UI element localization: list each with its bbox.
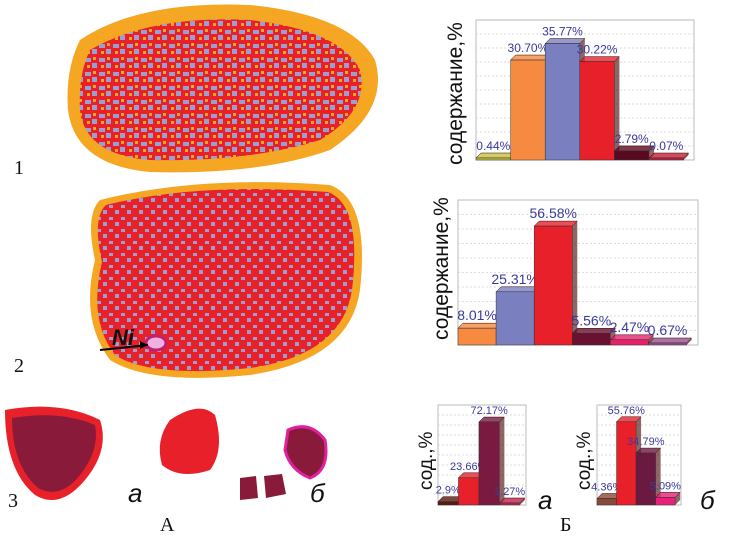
bar (533, 225, 573, 346)
bar (510, 59, 546, 161)
y-axis-label-2: содержание,% (430, 197, 453, 340)
chart-sub-label-b: б (700, 485, 715, 515)
panel-label-A: А (160, 514, 175, 536)
bar-top (647, 337, 693, 344)
bar (572, 333, 611, 346)
bar (614, 150, 650, 161)
bar (475, 157, 511, 161)
bar (499, 502, 521, 506)
data-label: 2.47% (610, 319, 650, 335)
bar (635, 452, 656, 506)
data-label: 4.36% (591, 481, 622, 493)
data-label: 1.27% (494, 486, 525, 498)
data-label: 5.09% (650, 480, 681, 492)
data-label: 2.79% (615, 132, 649, 146)
bar-side (655, 448, 661, 505)
data-label: 25.31% (491, 271, 538, 287)
data-label: 0.67% (648, 322, 688, 338)
bar-side (614, 56, 620, 161)
bar-side (686, 338, 692, 345)
bar-top (648, 152, 690, 159)
y-axis-label-1: содержание,% (444, 22, 467, 165)
ni-label: Ni (112, 325, 134, 350)
bar (648, 342, 687, 346)
y-axis-label-4: сод.,% (574, 431, 595, 490)
bar-top (475, 152, 517, 159)
data-label: 23.66% (450, 461, 488, 473)
data-label: 8.01% (457, 307, 497, 323)
bar (610, 339, 649, 346)
bar-top (457, 322, 502, 329)
data-label: 0.07% (649, 139, 683, 153)
bar-top (613, 145, 655, 152)
bar-side (572, 221, 578, 345)
bar (655, 497, 676, 506)
bar-side (499, 417, 505, 505)
bar (457, 327, 497, 346)
data-label: 72.17% (471, 405, 509, 417)
bar-top (495, 286, 540, 293)
bar (478, 421, 500, 506)
panel-label-B: Б (560, 514, 572, 536)
data-label: 35.77% (542, 25, 583, 39)
data-label: 0.44% (476, 139, 510, 153)
bar (579, 61, 615, 161)
bar-side (683, 153, 689, 160)
bar-side (675, 492, 681, 505)
data-label: 56.58% (529, 205, 576, 221)
grain-3b (159, 408, 219, 474)
bar (648, 157, 684, 161)
data-label: 2.9% (436, 485, 461, 497)
bar (495, 291, 535, 346)
bar (544, 43, 581, 161)
row-label-2: 2 (14, 355, 24, 377)
y-axis-label-3: сод.,% (416, 431, 437, 490)
bar (596, 498, 617, 506)
row-label-3: 3 (8, 490, 18, 512)
bar-side (519, 498, 525, 505)
sub-label-b: б (310, 478, 325, 508)
bar-top (579, 56, 621, 62)
bar (437, 501, 459, 506)
bar (616, 421, 637, 506)
data-label: 55.76% (608, 405, 646, 417)
sub-label-a: а (128, 478, 143, 508)
row-label-1: 1 (14, 157, 24, 179)
data-label: 30.70% (508, 41, 549, 55)
bar-top (509, 54, 551, 61)
bar-top (533, 220, 578, 227)
bar (458, 477, 480, 506)
chart-sub-label-a: а (538, 485, 553, 515)
data-label: 34.79% (627, 436, 665, 448)
data-label: 5.56% (571, 312, 611, 328)
data-label: 30.22% (577, 43, 618, 57)
